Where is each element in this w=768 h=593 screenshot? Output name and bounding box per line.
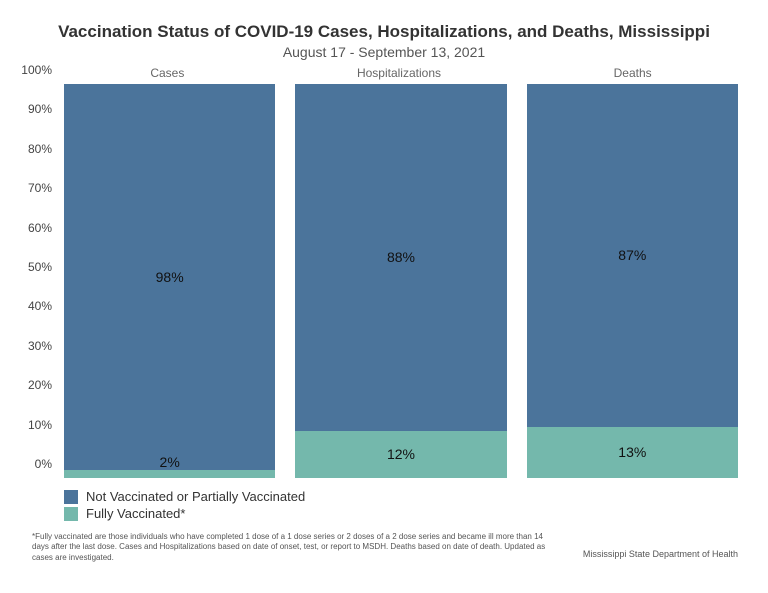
legend-item-fully-vaccinated: Fully Vaccinated*: [64, 506, 305, 521]
segment-not-vaccinated: 98%: [64, 84, 275, 470]
chart-subtitle: August 17 - September 13, 2021: [0, 44, 768, 60]
value-label-fully-vaccinated: 12%: [295, 446, 506, 462]
panel-label-deaths: Deaths: [614, 66, 652, 80]
value-label-fully-vaccinated: 2%: [64, 454, 275, 470]
legend-label-fully-vaccinated: Fully Vaccinated*: [86, 506, 185, 521]
segment-not-vaccinated: 88%: [295, 84, 506, 431]
y-tick: 40%: [28, 299, 52, 313]
legend-item-not-vaccinated: Not Vaccinated or Partially Vaccinated: [64, 489, 305, 504]
y-tick: 90%: [28, 102, 52, 116]
footnote: *Fully vaccinated are those individuals …: [32, 532, 548, 563]
chart-area: 98%2%88%12%87%13%: [64, 84, 738, 478]
y-tick: 30%: [28, 339, 52, 353]
source-attribution: Mississippi State Department of Health: [583, 549, 738, 559]
panel-label-cases: Cases: [150, 66, 184, 80]
y-tick: 10%: [28, 418, 52, 432]
panel-label-hospitalizations: Hospitalizations: [357, 66, 441, 80]
panel-labels: Cases Hospitalizations Deaths: [64, 66, 738, 80]
bars-container: 98%2%88%12%87%13%: [64, 84, 738, 478]
title-block: Vaccination Status of COVID-19 Cases, Ho…: [0, 0, 768, 60]
legend-label-not-vaccinated: Not Vaccinated or Partially Vaccinated: [86, 489, 305, 504]
swatch-not-vaccinated: [64, 490, 78, 504]
y-tick: 50%: [28, 260, 52, 274]
y-axis: 0%10%20%30%40%50%60%70%80%90%100%: [0, 84, 60, 478]
y-tick: 80%: [28, 142, 52, 156]
bar-hospitalizations: 88% 12%: [295, 84, 506, 478]
y-tick: 20%: [28, 378, 52, 392]
swatch-fully-vaccinated: [64, 507, 78, 521]
bar-deaths: 87% 13%: [527, 84, 738, 478]
segment-not-vaccinated: 87%: [527, 84, 738, 427]
y-tick: 60%: [28, 221, 52, 235]
value-label-fully-vaccinated: 13%: [527, 444, 738, 460]
y-tick: 100%: [21, 63, 52, 77]
chart-title: Vaccination Status of COVID-19 Cases, Ho…: [0, 22, 768, 42]
y-tick: 70%: [28, 181, 52, 195]
bar-cases: 98%2%: [64, 84, 275, 478]
segment-fully-vaccinated: [64, 470, 275, 478]
legend: Not Vaccinated or Partially Vaccinated F…: [64, 489, 305, 523]
y-tick: 0%: [35, 457, 52, 471]
